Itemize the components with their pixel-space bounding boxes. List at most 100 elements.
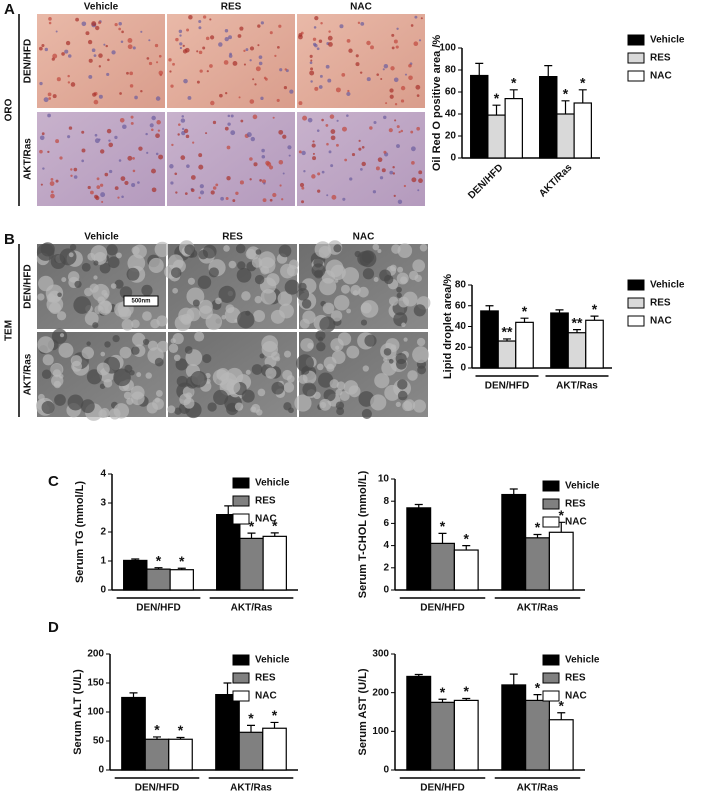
texture [388,128,393,133]
significance: * [178,722,184,738]
texture [49,302,61,315]
texture [355,54,359,58]
column-label: Vehicle [84,232,119,243]
texture [237,311,255,329]
legend-swatch [627,70,645,82]
texture [230,130,236,136]
texture [92,322,99,329]
texture [373,277,379,282]
texture [237,261,246,270]
error-bar [462,697,471,701]
texture [212,369,229,386]
significance: * [249,518,255,534]
texture [397,266,404,273]
texture [228,260,237,269]
texture [322,302,335,315]
texture [213,389,229,405]
texture [120,40,124,43]
texture [173,354,181,362]
texture [179,393,192,406]
texture [321,270,336,284]
texture [419,243,428,252]
significance: * [592,301,598,317]
texture [47,150,50,154]
texture [202,354,212,364]
texture [321,170,325,174]
texture [95,25,100,31]
legend-label: Vehicle [650,35,685,46]
bar [215,693,240,771]
texture [98,138,101,141]
texture [39,81,43,86]
significance: * [272,518,278,534]
error-bar [270,532,279,537]
error-bar [247,532,256,539]
texture [235,243,246,254]
texture [68,54,72,58]
error-bar [503,338,511,342]
texture [417,365,427,375]
bar [144,738,170,771]
texture [198,26,202,30]
x-tick-label: AKT/Ras [230,783,272,794]
texture [312,140,315,143]
texture [235,191,239,195]
texture [357,251,372,266]
texture [260,289,277,305]
texture [339,24,344,29]
row-label: AKT/Ras [23,138,34,180]
texture [67,135,71,139]
bar [121,696,146,771]
texture [134,95,138,100]
texture [207,402,217,412]
texture [269,31,273,35]
texture [224,29,229,33]
texture [279,68,283,72]
texture [328,42,333,47]
texture [383,63,389,69]
texture [190,175,196,180]
texture [108,139,111,142]
texture [170,181,174,185]
texture [38,393,45,401]
scale-bar [123,295,159,307]
row-label: AKT/Ras [23,353,34,395]
texture [310,59,313,62]
texture [68,126,73,130]
texture [192,299,200,307]
significance: * [156,552,162,568]
texture [226,145,231,150]
texture [107,256,120,269]
texture [253,162,258,167]
y-tick-label: 6 [383,518,389,529]
stain-label: TEM [4,320,15,341]
texture [319,74,323,78]
texture [86,341,91,346]
y-tick-label: 4 [383,540,389,551]
error-bar [131,558,140,561]
texture [286,265,299,277]
texture [175,358,188,371]
texture [234,402,244,411]
legend-swatch [542,672,560,684]
y-tick-label: 0 [98,765,104,776]
texture [98,65,102,68]
texture [98,21,102,25]
texture [140,89,143,93]
texture [361,161,366,167]
texture [254,83,257,86]
panel-label: A [4,1,15,18]
texture [169,70,172,73]
texture [155,133,160,139]
legend-swatch [232,477,250,489]
texture [330,310,343,322]
texture [145,132,148,136]
texture [249,59,252,62]
texture [100,351,106,357]
texture [325,124,329,127]
texture [100,149,105,154]
texture [320,21,323,25]
texture [360,319,368,326]
texture [316,363,324,371]
texture [342,197,346,201]
